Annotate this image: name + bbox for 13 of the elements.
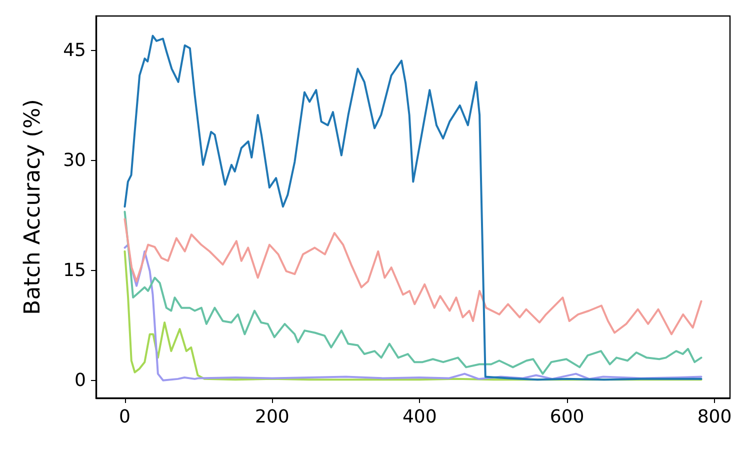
line-series — [124, 218, 702, 336]
y-tick-label: 15 — [63, 260, 86, 281]
y-axis-title: Batch Accuracy (%) — [20, 99, 46, 315]
y-tick-label: 30 — [63, 150, 86, 171]
x-tick-label: 800 — [697, 406, 732, 428]
x-tick-label: 0 — [119, 406, 130, 428]
x-tick-label: 200 — [255, 406, 290, 428]
line-series — [124, 34, 702, 381]
y-tick-label: 0 — [74, 370, 86, 391]
y-tick-label: 45 — [63, 40, 86, 61]
x-tick-label: 600 — [550, 406, 584, 428]
x-tick-label: 400 — [402, 406, 437, 428]
line-series — [124, 210, 702, 375]
